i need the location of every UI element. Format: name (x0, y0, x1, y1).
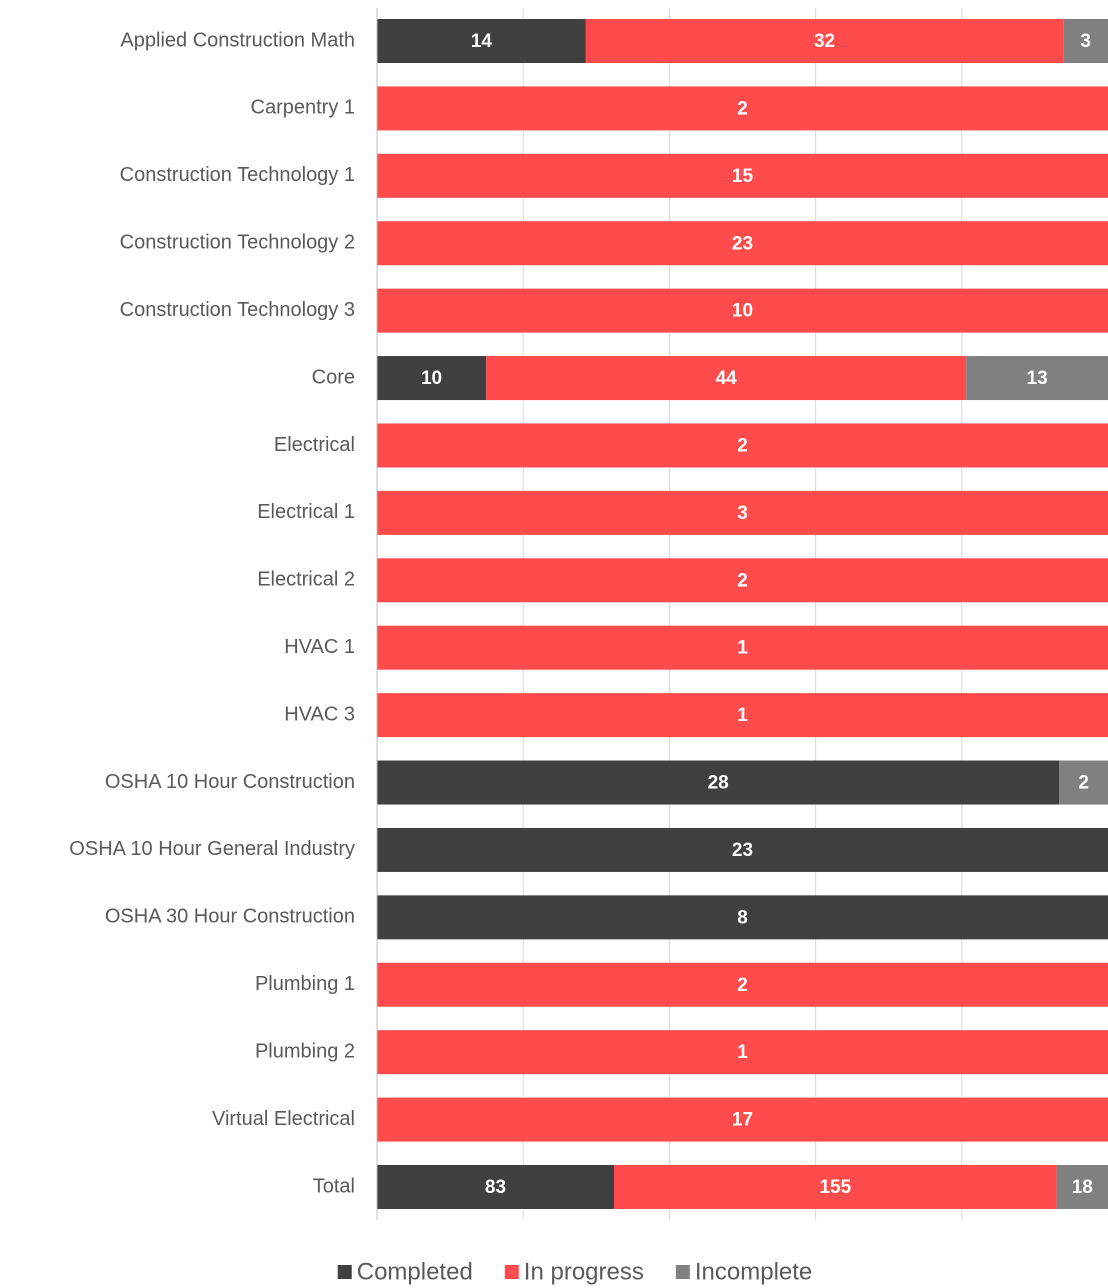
bar (377, 153, 1108, 198)
legend-swatch (504, 1265, 519, 1279)
bar (377, 895, 1108, 940)
y-tick-label: OSHA 10 Hour Construction (105, 771, 355, 793)
bar (1056, 1165, 1108, 1209)
y-tick-label: Total (313, 1175, 355, 1197)
bar (377, 423, 1108, 468)
legend-label: Incomplete (695, 1258, 812, 1285)
data-label: 2 (1078, 773, 1089, 794)
bar (377, 221, 1108, 266)
y-tick-label: Applied Construction Math (120, 29, 355, 51)
bar (377, 1030, 1108, 1075)
bar (377, 625, 1108, 670)
y-tick-label: Construction Technology 1 (120, 164, 355, 186)
data-label: 23 (732, 233, 753, 254)
y-tick-label: Plumbing 2 (255, 1040, 355, 1062)
bar (377, 19, 586, 63)
data-label: 14 (471, 31, 493, 52)
legend-label: Completed (357, 1258, 473, 1285)
bar (377, 1165, 615, 1209)
legend-label: In progress (524, 1258, 644, 1285)
data-label: 2 (737, 435, 748, 456)
y-tick-label: OSHA 10 Hour General Industry (69, 838, 355, 860)
data-label: 44 (716, 368, 738, 389)
data-label: 1 (737, 638, 748, 659)
data-label: 1 (737, 1042, 748, 1063)
data-label: 1 (737, 705, 748, 726)
y-tick-label: Core (312, 366, 355, 388)
bar (377, 760, 1060, 805)
legend-swatch (675, 1265, 690, 1279)
data-label: 83 (485, 1177, 506, 1198)
data-label: 3 (737, 503, 748, 524)
y-tick-label: Electrical 2 (257, 569, 355, 591)
bar (377, 962, 1108, 1007)
y-tick-label: Construction Technology 3 (120, 299, 355, 321)
legend: Completed In progress Incomplete (337, 1258, 812, 1285)
y-tick-label: Plumbing 1 (255, 973, 355, 995)
y-tick-label: Virtual Electrical (212, 1108, 355, 1130)
y-tick-label: Electrical 1 (257, 501, 355, 523)
bar (614, 1165, 1057, 1209)
bar (377, 288, 1108, 333)
y-tick-label: HVAC 3 (284, 703, 355, 725)
data-label: 17 (732, 1110, 753, 1131)
bar (377, 558, 1108, 603)
y-tick-label: Electrical (274, 434, 355, 456)
bar (966, 356, 1108, 401)
data-label: 2 (737, 98, 748, 119)
data-label: 2 (737, 570, 748, 591)
data-label: 10 (732, 301, 753, 322)
data-label: 18 (1072, 1177, 1093, 1198)
data-label: 28 (708, 773, 729, 794)
data-label: 155 (819, 1177, 851, 1198)
y-tick-label: Carpentry 1 (251, 97, 356, 119)
bar (377, 490, 1108, 535)
data-label: 15 (732, 166, 754, 187)
data-label: 13 (1027, 368, 1048, 389)
y-tick-label: Construction Technology 2 (120, 232, 355, 254)
data-label: 3 (1080, 31, 1091, 52)
y-tick-label: OSHA 30 Hour Construction (105, 906, 355, 928)
y-tick-label: HVAC 1 (284, 636, 355, 658)
bar (377, 693, 1108, 738)
bar (377, 1097, 1108, 1142)
data-label: 23 (732, 840, 753, 861)
data-label: 32 (814, 31, 835, 52)
bar (377, 356, 487, 401)
bar (1059, 760, 1108, 805)
data-label: 10 (421, 368, 442, 389)
bar (486, 356, 967, 401)
data-label: 8 (737, 907, 748, 928)
legend-swatch (337, 1265, 352, 1279)
bar (377, 86, 1108, 131)
bar (1063, 19, 1108, 63)
bar (377, 827, 1108, 872)
bar (585, 19, 1064, 63)
data-label: 2 (737, 975, 748, 996)
